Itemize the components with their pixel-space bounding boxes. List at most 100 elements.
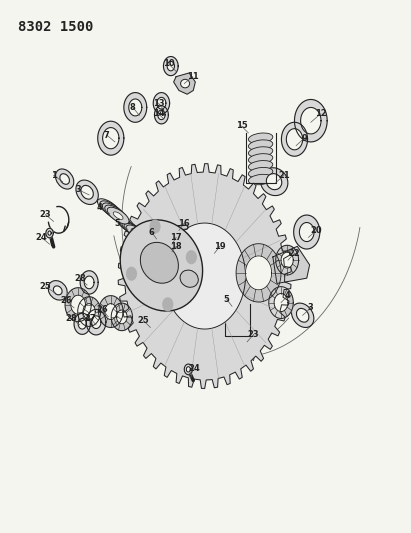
Polygon shape: [274, 294, 288, 312]
Text: 23: 23: [40, 210, 51, 219]
Ellipse shape: [120, 220, 203, 311]
Polygon shape: [129, 99, 142, 116]
Ellipse shape: [127, 225, 135, 231]
Ellipse shape: [248, 174, 273, 185]
Text: 27: 27: [85, 314, 96, 323]
Polygon shape: [174, 73, 195, 94]
Ellipse shape: [60, 174, 69, 184]
Ellipse shape: [227, 303, 248, 313]
Ellipse shape: [48, 280, 67, 300]
Polygon shape: [91, 316, 101, 328]
Polygon shape: [105, 304, 117, 319]
Ellipse shape: [227, 313, 248, 324]
Polygon shape: [167, 61, 175, 71]
Polygon shape: [74, 313, 90, 334]
Polygon shape: [286, 128, 302, 150]
Polygon shape: [164, 56, 178, 76]
Polygon shape: [48, 231, 51, 235]
Text: 24: 24: [35, 233, 47, 242]
Text: 3: 3: [75, 185, 81, 194]
Text: 10: 10: [163, 60, 175, 68]
Ellipse shape: [248, 154, 273, 164]
Text: 22: 22: [289, 249, 300, 258]
Ellipse shape: [180, 79, 189, 88]
Ellipse shape: [248, 140, 273, 150]
Polygon shape: [186, 367, 190, 372]
Polygon shape: [273, 246, 309, 284]
Ellipse shape: [147, 324, 156, 332]
Ellipse shape: [97, 199, 119, 215]
Polygon shape: [276, 245, 298, 275]
Polygon shape: [269, 287, 293, 318]
Polygon shape: [245, 256, 272, 290]
Text: 20: 20: [311, 226, 322, 235]
Polygon shape: [71, 295, 85, 314]
Ellipse shape: [131, 229, 139, 235]
Ellipse shape: [124, 223, 143, 237]
Text: 8302 1500: 8302 1500: [18, 20, 93, 34]
Ellipse shape: [129, 227, 137, 233]
Polygon shape: [124, 93, 147, 122]
Ellipse shape: [100, 201, 122, 217]
Ellipse shape: [142, 318, 161, 337]
Polygon shape: [84, 276, 94, 289]
Ellipse shape: [53, 286, 62, 295]
Circle shape: [127, 268, 136, 280]
Polygon shape: [116, 310, 127, 324]
Polygon shape: [46, 228, 53, 238]
Polygon shape: [65, 288, 91, 321]
Ellipse shape: [81, 185, 93, 199]
Polygon shape: [294, 215, 320, 249]
Text: 11: 11: [187, 72, 199, 81]
Polygon shape: [164, 223, 245, 329]
Text: 12: 12: [315, 109, 326, 118]
Ellipse shape: [118, 219, 136, 232]
Polygon shape: [157, 98, 166, 109]
Polygon shape: [236, 244, 281, 302]
Text: 23: 23: [248, 330, 259, 339]
Text: 13: 13: [153, 99, 164, 108]
Ellipse shape: [266, 174, 282, 190]
Polygon shape: [281, 252, 293, 268]
Text: 28: 28: [74, 273, 85, 282]
Ellipse shape: [113, 212, 123, 220]
Ellipse shape: [104, 204, 113, 211]
Text: 25: 25: [39, 282, 51, 291]
Ellipse shape: [180, 270, 198, 287]
Ellipse shape: [227, 324, 248, 334]
Text: 9: 9: [301, 134, 307, 143]
Text: 19: 19: [214, 242, 226, 251]
Polygon shape: [111, 303, 132, 330]
Ellipse shape: [120, 220, 139, 233]
Ellipse shape: [109, 207, 118, 215]
Text: 21: 21: [278, 171, 290, 180]
Ellipse shape: [248, 160, 273, 171]
Circle shape: [150, 220, 160, 233]
Polygon shape: [155, 106, 169, 124]
Ellipse shape: [123, 222, 131, 228]
Polygon shape: [300, 108, 321, 134]
Polygon shape: [78, 318, 86, 329]
Text: 1: 1: [51, 171, 57, 180]
Ellipse shape: [296, 309, 309, 322]
Polygon shape: [86, 310, 106, 335]
Text: 7: 7: [104, 131, 110, 140]
Ellipse shape: [291, 303, 314, 327]
Polygon shape: [80, 271, 98, 294]
Polygon shape: [118, 164, 291, 389]
Polygon shape: [184, 364, 192, 375]
Polygon shape: [282, 122, 307, 156]
Ellipse shape: [126, 225, 145, 238]
Ellipse shape: [102, 203, 124, 220]
Polygon shape: [153, 93, 170, 114]
Polygon shape: [83, 304, 95, 319]
Text: 16: 16: [178, 219, 190, 228]
Circle shape: [163, 298, 173, 311]
Text: 17: 17: [170, 233, 182, 242]
Ellipse shape: [227, 319, 248, 329]
Text: 4: 4: [285, 291, 291, 300]
Polygon shape: [99, 296, 123, 327]
Text: 25: 25: [138, 316, 149, 325]
Text: 8: 8: [130, 103, 136, 112]
Circle shape: [187, 251, 196, 263]
